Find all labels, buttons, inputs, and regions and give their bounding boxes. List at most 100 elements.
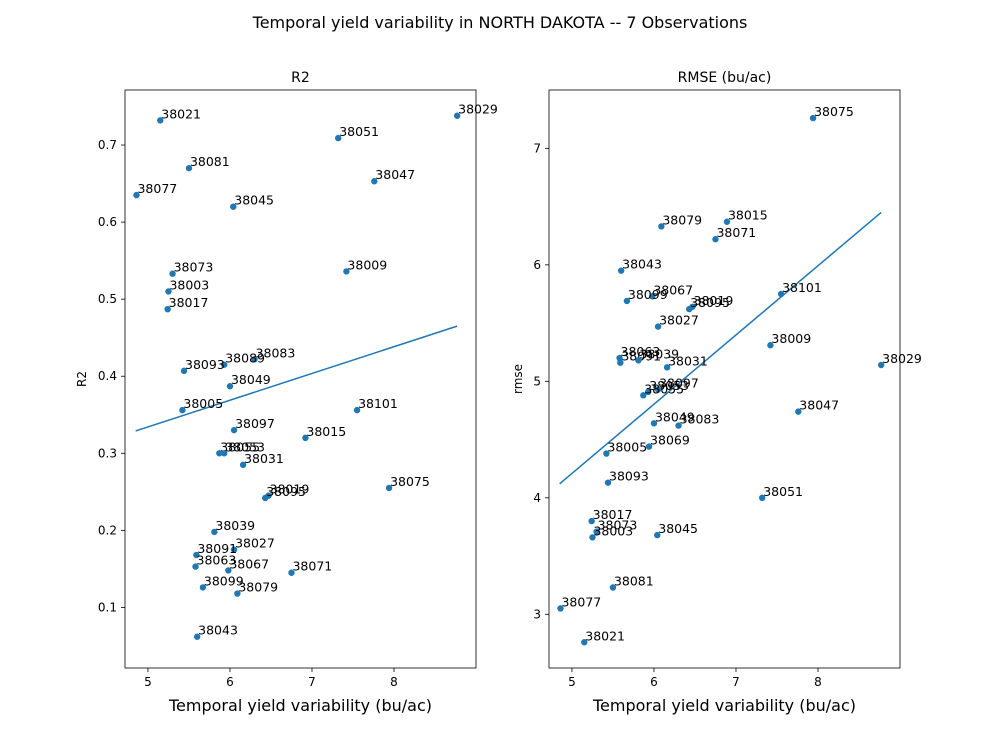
data-point [211, 528, 218, 536]
x-tick-label: 6 [226, 675, 234, 689]
data-point-label: 38003 [169, 277, 209, 292]
data-point-label: 38067 [229, 556, 269, 571]
data-point [193, 551, 200, 559]
data-point-label: 38021 [585, 628, 625, 643]
data-point [335, 134, 342, 142]
data-point-label: 38081 [190, 154, 230, 169]
x-tick-label: 5 [568, 675, 576, 689]
y-tick-label: 5 [533, 374, 541, 388]
data-point [225, 567, 232, 574]
r2-panel: R2 5 6 7 8 0.1 0.2 0.3 0.4 0.5 0.6 0.7 Temporal yiel… [75, 70, 498, 715]
data-point [193, 633, 201, 640]
data-point-label: 38069 [650, 433, 690, 448]
data-point-label: 38045 [658, 521, 698, 536]
data-point-label: 38079 [238, 580, 278, 595]
data-point-label: 38015 [728, 208, 768, 223]
data-point-label: 38019 [270, 482, 310, 497]
x-tick-label: 8 [814, 675, 822, 689]
data-point [759, 494, 766, 502]
data-point [192, 563, 199, 570]
data-point-label: 38071 [716, 225, 756, 240]
data-point-label: 38055 [220, 439, 260, 454]
figure-suptitle: Temporal yield variability in NORTH DAKO… [252, 13, 748, 32]
data-point [557, 605, 564, 612]
x-tick-label: 7 [308, 675, 316, 689]
y-tick-label: 3 [533, 607, 541, 621]
data-point [686, 305, 693, 313]
data-point-label: 38095 [266, 484, 306, 499]
x-axis-label: Temporal yield variability (bu/ac) [168, 696, 432, 715]
data-point-label: 38067 [653, 282, 693, 297]
data-point-label: 38083 [256, 345, 296, 360]
y-tick-label: 0.6 [98, 215, 117, 229]
data-point [185, 164, 193, 172]
data-point-label: 38095 [690, 295, 730, 310]
data-point [251, 356, 258, 363]
x-tick-label: 7 [732, 675, 740, 689]
data-point-label: 38031 [668, 353, 708, 368]
data-point-label: 38043 [622, 257, 662, 272]
data-point-label: 38075 [390, 474, 430, 489]
data-point [654, 323, 662, 330]
data-point [262, 494, 269, 502]
data-point-label: 38051 [763, 484, 803, 499]
data-point-label: 38093 [185, 357, 225, 372]
x-tick-label: 5 [144, 675, 152, 689]
data-point-label: 38093 [609, 469, 649, 484]
y-tick-label: 4 [533, 491, 541, 505]
data-point-label: 38045 [234, 193, 274, 208]
data-point [645, 388, 652, 396]
data-point [588, 517, 595, 525]
x-axis-label: Temporal yield variability (bu/ac) [592, 696, 856, 715]
data-point-label: 38017 [169, 295, 209, 310]
data-point [795, 408, 802, 415]
data-point [809, 114, 817, 122]
data-point [777, 290, 785, 298]
data-point [230, 203, 237, 210]
rmse-panel: RMSE (bu/ac) 5 6 7 8 3 4 5 6 7 Temporal yield vari… [511, 70, 922, 715]
data-point-label: 38089 [225, 351, 265, 366]
data-point [234, 590, 241, 597]
data-point-label: 38009 [347, 257, 387, 272]
panel-title: RMSE (bu/ac) [678, 70, 772, 86]
data-point-label: 38009 [771, 331, 811, 346]
data-point-label: 38099 [628, 287, 668, 302]
y-tick-label: 0.2 [98, 523, 117, 537]
data-point-label: 38043 [198, 623, 238, 638]
data-point [216, 450, 223, 457]
y-tick-label: 0.1 [98, 600, 117, 614]
data-point [635, 357, 642, 364]
data-point [157, 117, 164, 124]
data-point [617, 267, 625, 274]
data-point-label: 38005 [183, 396, 223, 411]
data-point-label: 38097 [235, 416, 275, 431]
data-point [609, 584, 617, 591]
data-point-label: 38039 [639, 346, 679, 361]
data-point [654, 531, 661, 539]
data-point-label: 38083 [680, 412, 720, 427]
data-point-label: 38099 [204, 573, 244, 588]
data-point [385, 484, 393, 492]
panel-title: R2 [291, 70, 310, 86]
data-point-label: 38017 [593, 507, 633, 522]
data-point-label: 38019 [694, 293, 734, 308]
data-point [371, 178, 378, 185]
data-point [179, 406, 186, 414]
y-tick-label: 0.5 [98, 292, 117, 306]
data-point-label: 38075 [814, 104, 854, 119]
data-point-label: 38073 [598, 518, 638, 533]
data-point [649, 293, 656, 300]
data-point-label: 38047 [799, 398, 839, 413]
data-point [239, 461, 247, 469]
plot-frame [124, 89, 477, 669]
data-point [230, 426, 238, 434]
x-tick-label: 6 [650, 675, 658, 689]
trend-line [135, 325, 458, 432]
data-point [453, 112, 461, 119]
data-point [221, 361, 228, 368]
data-point-label: 38029 [882, 351, 922, 366]
data-point [658, 223, 665, 230]
data-point [712, 236, 719, 243]
